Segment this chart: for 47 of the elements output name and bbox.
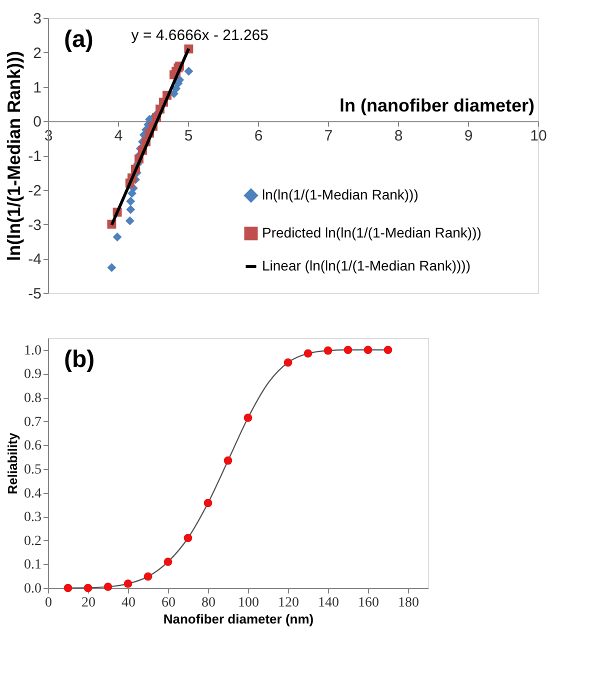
y-tick-label: 3 [33,10,42,28]
y-tick-label: -5 [28,286,42,302]
x-tick-label: 7 [324,128,333,145]
legend-label: Predicted ln(ln(1/(1-Median Rank))) [262,224,482,240]
y-tick-label: 0.4 [24,486,42,502]
y-tick-label: 0.2 [24,534,42,549]
y-tick-label: 0.8 [24,391,42,406]
x-axis-title: ln (nanofiber diameter) [339,96,534,116]
y-tick-label: 0.5 [24,462,42,478]
annotation: (b) [64,346,95,373]
x-axis-title: Nanofiber diameter (nm) [163,612,314,626]
y-tick-label: 0.3 [24,510,42,526]
y-tick-label: -3 [28,216,42,234]
y-tick-label: -1 [28,148,42,165]
x-tick-label: 4 [114,128,123,145]
x-tick-label: 100 [238,596,259,610]
annotation: y = 4.6666x - 21.265 [131,27,268,44]
x-tick-label: 80 [202,596,216,610]
y-tick-label: 0 [33,114,42,131]
x-tick-label: 6 [254,128,263,145]
y-axis-title: Reliability [5,432,20,494]
x-tick-label: 40 [122,596,136,610]
x-tick-label: 120 [278,596,299,610]
annotation: (a) [64,26,94,53]
y-tick-label: 1.0 [24,343,42,358]
x-tick-label: 60 [162,596,176,610]
x-tick-label: 160 [358,596,379,610]
y-tick-label: 0.7 [24,414,42,430]
x-tick-label: 140 [318,596,339,610]
y-tick-label: 0.9 [24,367,42,382]
legend-label: ln(ln(1/(1-Median Rank))) [262,186,418,202]
y-tick-label: 0.1 [24,558,42,573]
x-tick-label: 8 [394,128,403,145]
y-axis-title: ln(ln(1/(1-Median Rank))) [4,50,24,261]
y-tick-label: 0.0 [24,582,42,596]
x-tick-label: 10 [530,128,547,145]
y-tick-label: 1 [33,79,42,96]
y-tick-label: -2 [28,182,42,200]
y-tick-label: -4 [28,251,42,268]
y-tick-label: 2 [33,44,42,62]
y-tick-label: 0.6 [24,438,42,454]
legend-label: Linear (ln(ln(1/(1-Median Rank)))) [262,258,471,274]
x-tick-label: 0 [45,596,52,610]
x-tick-label: 9 [464,128,473,145]
x-tick-label: 20 [82,596,96,610]
x-tick-label: 5 [184,128,193,145]
x-tick-label: 180 [398,596,419,610]
